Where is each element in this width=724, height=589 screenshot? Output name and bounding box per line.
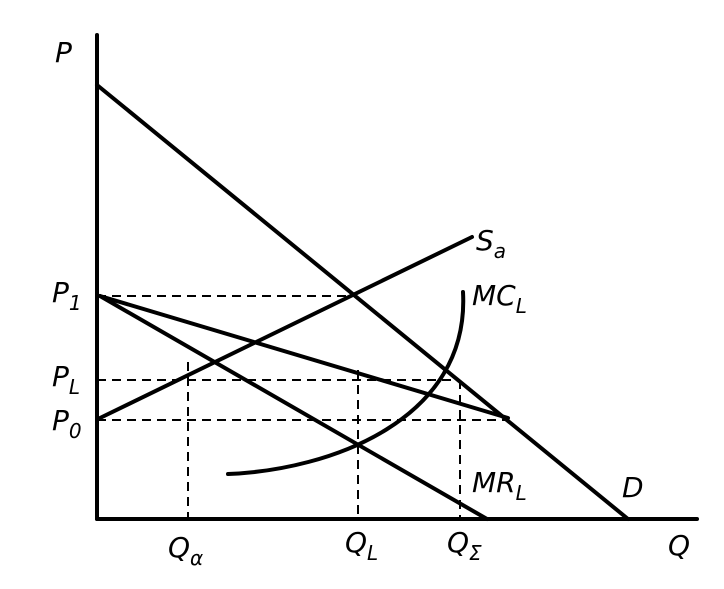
mc-curve	[226, 290, 466, 476]
label-main: S	[476, 224, 494, 257]
label-sub: α	[190, 546, 203, 570]
label-main: P	[55, 36, 72, 69]
label-main: Q	[447, 526, 469, 559]
curve-label: MCL	[472, 279, 527, 318]
label-main: P	[52, 360, 69, 393]
label-sub: 0	[69, 419, 82, 443]
label-sub: L	[367, 541, 378, 565]
curve-label: MRL	[472, 466, 527, 505]
x-axis-label: Q	[668, 529, 690, 562]
mr-line	[98, 294, 489, 521]
label-main: MC	[472, 279, 516, 312]
demand-line	[95, 83, 630, 521]
price-label: P1	[52, 276, 82, 315]
label-main: P	[52, 276, 69, 309]
label-sub: L	[69, 375, 80, 399]
supply-line	[98, 235, 474, 420]
label-main: Q	[345, 526, 367, 559]
label-sub: L	[516, 481, 527, 505]
y-axis-label: P	[55, 36, 72, 69]
label-main: P	[52, 404, 69, 437]
price-label: PL	[52, 360, 80, 399]
quantity-label: Qα	[168, 531, 203, 570]
price-label: P0	[52, 404, 82, 443]
quantity-label: QL	[345, 526, 378, 565]
curve-label: Sa	[476, 224, 506, 263]
quantity-label: QΣ	[447, 526, 482, 565]
label-sub: 1	[69, 291, 82, 315]
label-main: Q	[168, 531, 190, 564]
label-sub: Σ	[469, 541, 482, 565]
label-main: MR	[472, 466, 516, 499]
label-main: D	[622, 471, 644, 504]
residual-demand-line	[98, 294, 510, 420]
label-sub: L	[516, 294, 527, 318]
label-main: Q	[668, 529, 690, 562]
label-sub: a	[494, 239, 506, 263]
curve-label: D	[622, 471, 644, 504]
